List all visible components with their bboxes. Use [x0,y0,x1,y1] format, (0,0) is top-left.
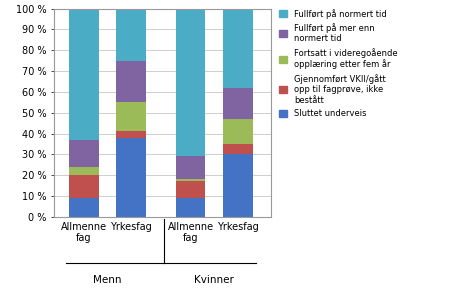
Bar [69,175,99,198]
Bar [69,167,99,175]
Bar [176,156,205,179]
Bar [116,61,146,102]
Text: Kvinner: Kvinner [194,275,234,285]
Bar [176,9,205,156]
Bar [223,119,253,144]
Bar [69,198,99,217]
Bar [116,102,146,131]
Legend: Fullført på normert tid, Fullført på mer enn
normert tid, Fortsatt i videregoåen: Fullført på normert tid, Fullført på mer… [279,9,398,118]
Bar [69,140,99,167]
Bar [176,181,205,198]
Text: Menn: Menn [93,275,122,285]
Bar [223,154,253,217]
Bar [116,131,146,138]
Bar [69,9,99,140]
Bar [223,144,253,154]
Bar [223,9,253,88]
Bar [116,9,146,61]
Bar [223,88,253,119]
Bar [176,198,205,217]
Bar [116,138,146,217]
Bar [176,179,205,181]
